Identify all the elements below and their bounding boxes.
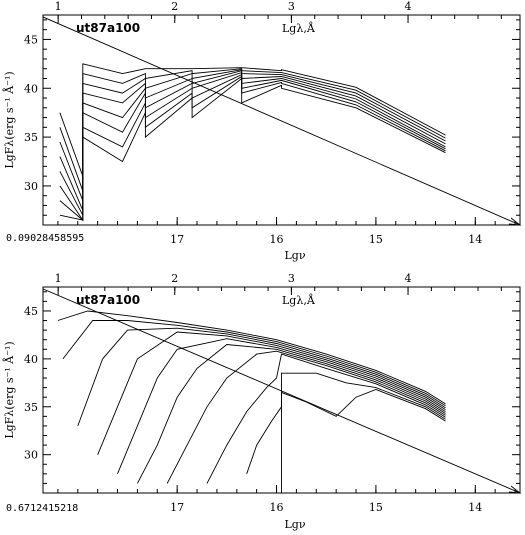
x-axis-label: Lgν [284,249,305,262]
series-line-3 [77,327,446,427]
y-tick-label: 30 [24,449,38,462]
reference-line-arrowhead [508,485,522,494]
x-tick-label: 16 [270,233,284,246]
x-tick-label: 16 [270,501,284,514]
series-group [57,310,446,493]
series-line-6 [59,73,446,201]
x-tick-label: 15 [369,501,383,514]
top-axis-label: Lgλ,Å [282,293,316,307]
top-tick-label: 3 [288,272,295,285]
corner-value: 0.6712415218 [6,503,78,514]
series-line-2 [62,320,446,407]
series-line-5 [59,71,446,211]
top-tick-label: 4 [405,0,412,13]
series-line-4 [59,70,446,216]
chart-title: ut87a100 [76,293,140,307]
series-line-10 [281,389,446,493]
plot-frame [42,14,521,226]
y-tick-label: 40 [24,353,38,366]
y-tick-label: 40 [24,82,38,95]
y-tick-label: 30 [24,180,38,193]
reference-line [43,16,520,225]
y-tick-label: 45 [24,305,38,318]
series-line-2 [59,68,446,222]
x-tick-label: 17 [170,233,184,246]
y-tick-label: 45 [24,33,38,46]
series-line-3 [59,69,446,222]
x-tick-label: 14 [468,501,482,514]
top-tick-label: 4 [405,272,412,285]
series-line-8 [59,77,446,177]
chart-title: ut87a100 [76,21,140,35]
reference-line-arrowhead [508,217,522,226]
top-tick-label: 2 [171,0,178,13]
series-line-5 [117,338,446,474]
y-tick-label: 35 [24,401,38,414]
series-line-1 [57,310,446,405]
top-tick-label: 1 [55,0,62,13]
top-tick-label: 3 [288,0,295,13]
chart-panel-top: 30 35 40 45 17 16 15 14 1 2 3 4 ut87a100 Lgλ,Å Lgν 0.09… [2,0,522,262]
corner-value: 0.09028458595 [6,233,84,244]
series-group [59,63,446,222]
x-tick-label: 15 [369,233,383,246]
x-tick-label: 17 [170,501,184,514]
series-line-9 [246,372,446,474]
y-axis-label: LgFλ(erg s⁻¹ Å⁻¹) [2,341,16,438]
top-tick-label: 2 [171,272,178,285]
y-axis-label: LgFλ(erg s⁻¹ Å⁻¹) [2,71,16,168]
series-line-4 [97,331,446,455]
y-tick-label: 35 [24,131,38,144]
series-line-6 [137,344,446,484]
x-axis-label: Lgν [284,518,305,531]
top-axis-label: Lgλ,Å [282,21,316,35]
top-tick-label: 1 [55,272,62,285]
series-line-8 [206,353,446,484]
series-line-7 [166,350,446,484]
chart-panel-bottom: 30 35 40 45 17 16 15 14 1 2 3 4 ut87a100 Lgλ,Å Lgν 0.67… [2,272,522,531]
x-tick-label: 14 [468,233,482,246]
